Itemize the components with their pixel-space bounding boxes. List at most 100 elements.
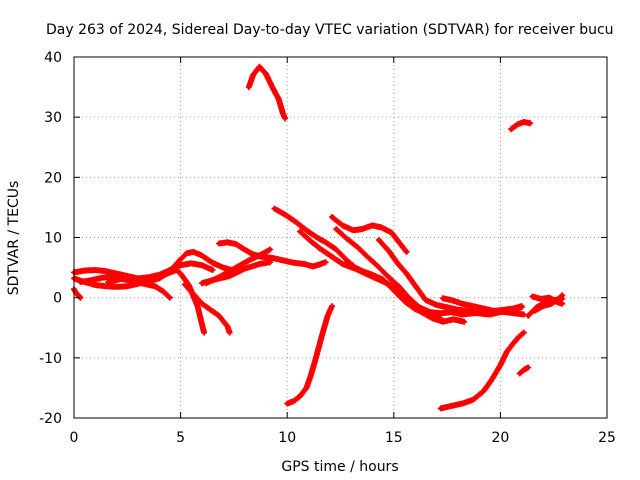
data-point bbox=[340, 223, 345, 228]
data-point bbox=[451, 317, 456, 322]
data-point bbox=[417, 305, 422, 310]
data-point bbox=[184, 251, 189, 256]
series-pass-14 bbox=[329, 214, 410, 255]
data-point bbox=[216, 241, 221, 246]
data-point bbox=[379, 225, 384, 230]
data-point bbox=[315, 235, 320, 240]
data-point bbox=[460, 301, 465, 306]
data-point bbox=[470, 304, 475, 309]
data-point bbox=[234, 242, 239, 247]
data-point bbox=[492, 308, 497, 313]
data-point bbox=[191, 249, 196, 254]
x-tick-label: 5 bbox=[176, 430, 185, 446]
y-tick-label: -10 bbox=[39, 351, 62, 367]
data-point bbox=[216, 313, 221, 318]
data-point bbox=[268, 247, 273, 252]
data-point bbox=[396, 261, 401, 266]
data-point bbox=[404, 271, 409, 276]
x-tick-label: 0 bbox=[70, 430, 79, 446]
data-point bbox=[225, 324, 230, 329]
y-tick-label: 30 bbox=[44, 110, 62, 126]
chart-title: Day 263 of 2024, Sidereal Day-to-day VTE… bbox=[46, 22, 614, 38]
data-point bbox=[93, 283, 98, 288]
y-tick-label: -20 bbox=[39, 411, 62, 427]
data-point bbox=[268, 260, 273, 265]
data-point bbox=[370, 223, 375, 228]
data-point bbox=[89, 278, 94, 283]
data-point bbox=[178, 257, 183, 262]
data-point bbox=[227, 274, 232, 279]
data-point bbox=[312, 359, 317, 364]
data-point bbox=[376, 237, 381, 242]
data-point bbox=[481, 389, 486, 394]
data-point bbox=[103, 269, 108, 274]
data-point bbox=[99, 275, 104, 280]
x-tick-label: 10 bbox=[278, 430, 296, 446]
data-point bbox=[297, 229, 302, 234]
data-point bbox=[504, 349, 509, 354]
data-point bbox=[460, 312, 465, 317]
data-point bbox=[153, 277, 158, 282]
data-layer bbox=[71, 63, 566, 412]
data-point bbox=[366, 272, 371, 277]
data-point bbox=[547, 295, 552, 300]
data-point bbox=[118, 277, 123, 282]
data-point bbox=[351, 228, 356, 233]
data-point bbox=[396, 283, 401, 288]
series-pass-06 bbox=[181, 281, 233, 336]
data-point bbox=[528, 121, 533, 126]
data-point bbox=[513, 311, 518, 316]
axis-ticks: 0 5 10 15 20 25 -20 -10 0 10 20 30 40 bbox=[39, 50, 616, 446]
data-point bbox=[517, 334, 522, 339]
data-point bbox=[216, 275, 221, 280]
data-point bbox=[323, 240, 328, 245]
x-tick-label: 15 bbox=[385, 430, 403, 446]
data-point bbox=[272, 206, 277, 211]
y-tick-label: 10 bbox=[44, 231, 62, 247]
data-point bbox=[344, 258, 349, 263]
data-point bbox=[477, 311, 482, 316]
data-point bbox=[131, 278, 136, 283]
data-point bbox=[210, 267, 215, 272]
data-point bbox=[511, 341, 516, 346]
data-point bbox=[438, 311, 443, 316]
series-pass-17 bbox=[439, 295, 527, 318]
data-point bbox=[502, 310, 507, 315]
data-point bbox=[142, 280, 147, 285]
data-point bbox=[263, 71, 268, 76]
data-point bbox=[404, 249, 409, 254]
data-point bbox=[227, 330, 232, 335]
data-point bbox=[359, 227, 364, 232]
data-point bbox=[462, 319, 467, 324]
data-point bbox=[174, 267, 179, 272]
data-point bbox=[526, 313, 531, 318]
series-pass-18 bbox=[437, 329, 527, 412]
data-point bbox=[344, 236, 349, 241]
data-point bbox=[110, 274, 115, 279]
y-tick-label: 20 bbox=[44, 170, 62, 186]
data-point bbox=[374, 263, 379, 268]
data-point bbox=[538, 296, 543, 301]
series-pass-10 bbox=[245, 63, 289, 122]
data-point bbox=[532, 308, 537, 313]
data-point bbox=[297, 394, 302, 399]
series-markers bbox=[181, 281, 233, 336]
data-point bbox=[310, 264, 315, 269]
data-point bbox=[283, 212, 288, 217]
data-point bbox=[521, 330, 526, 335]
data-point bbox=[242, 247, 247, 252]
data-point bbox=[466, 308, 471, 313]
data-point bbox=[434, 302, 439, 307]
series-pass-01 bbox=[71, 260, 216, 282]
data-point bbox=[114, 284, 119, 289]
data-point bbox=[317, 343, 322, 348]
data-point bbox=[438, 406, 443, 411]
series-pass-12 bbox=[284, 303, 335, 407]
data-point bbox=[323, 260, 328, 265]
data-point bbox=[191, 292, 196, 297]
data-point bbox=[334, 227, 339, 232]
y-axis-label: SDTVAR / TECUs bbox=[6, 181, 22, 296]
data-point bbox=[167, 295, 172, 300]
data-point bbox=[285, 401, 290, 406]
